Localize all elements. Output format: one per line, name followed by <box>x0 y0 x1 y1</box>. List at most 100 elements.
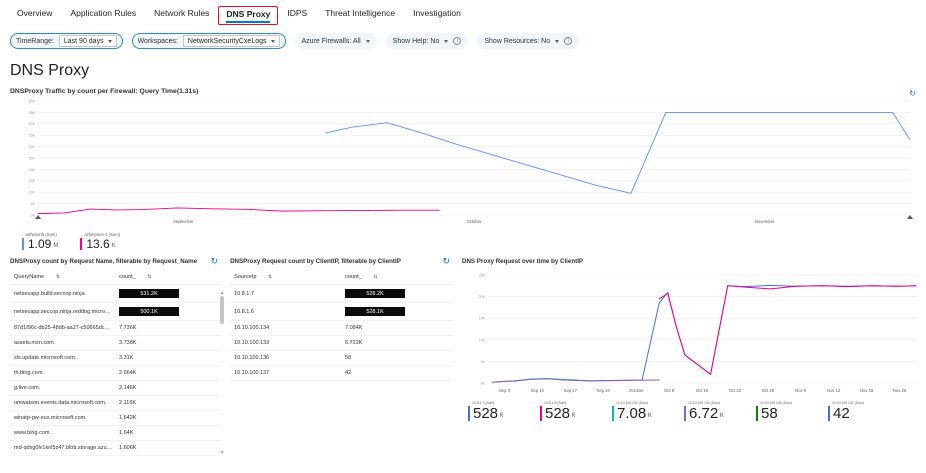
legend-unit: M <box>53 243 59 249</box>
svg-text:0K: 0K <box>31 213 36 217</box>
svg-text:Nov 26: Nov 26 <box>893 388 907 393</box>
table-row[interactable]: 10.10.100.136 58 <box>230 350 452 366</box>
filter-workspaces[interactable]: Workspaces: NetworkSecurityCxeLogs <box>131 33 286 49</box>
filter-timerange-value[interactable]: Last 90 days <box>58 35 117 47</box>
legend-unit: K <box>571 413 576 419</box>
chevron-down-icon <box>444 39 449 43</box>
legend-value: 13.6 <box>86 237 110 251</box>
nav-tab-application-rules[interactable]: Application Rules <box>61 6 145 24</box>
filter-workspaces-label: Workspaces: <box>137 37 178 45</box>
legend-item[interactable]: 10.8.1.6 (Sum) 528 K <box>540 401 606 421</box>
sort-icon[interactable]: ⇅ <box>268 274 273 280</box>
table-row[interactable]: www.bing.com. 1.64K <box>10 425 221 441</box>
table-row[interactable]: netsecapp.build.seccop.ninja. 531.2K <box>10 284 221 303</box>
cell-name: winatp-gw-eus.microsoft.com. <box>10 410 116 426</box>
table-row[interactable]: 10.10.100.137 42 <box>230 365 452 381</box>
legend-value-group: 7.08 K <box>612 406 678 421</box>
chevron-down-icon <box>555 39 560 43</box>
legend-series-name: 10.10.100.134 (Sum) <box>616 401 648 405</box>
table-row[interactable]: assets.msn.com. 3.738K <box>10 335 221 351</box>
table-row[interactable]: g.live.com. 2.146K <box>10 380 221 396</box>
table-row[interactable]: 10.8.1.7 528.2K <box>230 284 452 303</box>
legend-item[interactable]: 10.10.100.133 (Sum) 6.72 K <box>684 401 750 421</box>
client-ip-table: SourceIp ⇅ count_ ⇅ 10.8.1.7 528.2K 10.8.1… <box>230 271 452 381</box>
legend-item[interactable]: 10.10.100.137 (Sum) 42 <box>828 401 894 421</box>
svg-text:10K: 10K <box>479 338 486 342</box>
legend-series-name: azfw-prem-1 (Sum) <box>84 232 121 237</box>
table-row[interactable]: 10.10.100.133 6.722K <box>230 335 452 351</box>
cell-count: 2.664K <box>115 365 221 381</box>
scroll-up-arrow[interactable]: ▲ <box>219 290 225 296</box>
svg-text:October: October <box>629 388 645 393</box>
table-row[interactable]: winatp-gw-eus.microsoft.com. 1.642K <box>10 410 221 426</box>
filter-workspaces-value[interactable]: NetworkSecurityCxeLogs <box>182 35 280 47</box>
legend-item[interactable]: 10.8.1.7 (Sum) 528 K <box>468 401 534 421</box>
left-table-title: DNSProxy count by Request Name, filterab… <box>10 258 198 265</box>
table-row[interactable]: 10.10.100.134 7.084K <box>230 320 452 336</box>
table-row[interactable]: md-qdxg0lv1knl5z47.blob.storage.azure.ne… <box>10 440 221 456</box>
sort-icon[interactable]: ⇅ <box>373 274 378 280</box>
svg-text:25K: 25K <box>479 273 486 277</box>
scrollbar-thumb[interactable] <box>220 296 225 324</box>
filter-timerange-value-text: Last 90 days <box>63 37 104 45</box>
legend-value: 42 <box>833 405 850 422</box>
legend-item[interactable]: azfw-prem-1 (Sum) 13.6 K <box>80 232 120 250</box>
filter-show-help-label: Show Help: No <box>392 37 440 45</box>
legend-value-group: 6.72 K <box>684 406 750 421</box>
svg-text:15K: 15K <box>479 317 486 321</box>
active-tab-underline <box>226 21 271 23</box>
left-table-panel: DNSProxy count by Request Name, filterab… <box>0 256 226 456</box>
filter-timerange[interactable]: TimeRange: Last 90 days <box>10 33 123 49</box>
table-row[interactable]: umwatson.events.data.microsoft.com. 2.116… <box>10 395 221 411</box>
heatmap-value: 528.2K <box>345 289 406 298</box>
nav-tab-dns-proxy[interactable]: DNS Proxy <box>218 6 279 25</box>
legend-value: 6.72 <box>689 405 719 422</box>
table-row[interactable]: th.bing.com. 2.664K <box>10 365 221 381</box>
cell-name: netsecapp.seccop.ninja.reddog.microsoft.… <box>10 302 116 321</box>
filter-azure-firewalls[interactable]: Azure Firewalls: All <box>294 33 377 49</box>
legend-item[interactable]: 10.10.100.134 (Sum) 7.08 K <box>612 401 678 421</box>
refresh-icon[interactable]: ↻ <box>210 256 219 266</box>
table-row[interactable]: 87d1f96c-db25-48db-aa27-c50665dc0c31.ods… <box>10 320 221 336</box>
cell-count: 528.2K <box>341 284 452 303</box>
table-row[interactable]: netsecapp.seccop.ninja.reddog.microsoft.… <box>10 302 221 321</box>
cell-count: 7.084K <box>341 320 452 336</box>
svg-text:Oct 29: Oct 29 <box>762 388 775 393</box>
legend-series-name: 10.8.1.7 (Sum) <box>472 401 495 405</box>
info-icon[interactable]: i <box>453 37 462 45</box>
legend-item[interactable]: azfwnorth (Sum) 1.09 M <box>22 232 58 250</box>
filter-show-help[interactable]: Show Help: No i <box>385 33 469 49</box>
nav-tab-threat-intelligence[interactable]: Threat Intelligence <box>316 6 404 24</box>
legend-item[interactable]: 10.10.100.136 (Sum) 58 <box>756 401 822 421</box>
column-header-count[interactable]: count_ ⇅ <box>341 271 452 285</box>
right-chart-plot: 0K 5K 10K 15K 20K 25K Sep 3 Sep 10 Sep 17 Sep 24… <box>479 273 917 393</box>
cell-count: 1.642K <box>115 410 221 426</box>
nav-tab-idps[interactable]: IDPS <box>278 6 316 24</box>
cell-name: 10.10.100.137 <box>230 365 342 381</box>
svg-text:Nov 12: Nov 12 <box>827 388 841 393</box>
column-header-sourceip[interactable]: SourceIp ⇅ <box>230 271 342 285</box>
legend-unit: K <box>499 413 504 419</box>
scroll-down-arrow[interactable]: ▼ <box>219 450 225 456</box>
refresh-icon[interactable]: ↻ <box>442 256 450 266</box>
column-header-count[interactable]: count_ ⇅ <box>115 271 221 285</box>
nav-tab-investigation[interactable]: Investigation <box>404 6 470 24</box>
nav-tab-network-rules[interactable]: Network Rules <box>145 6 218 24</box>
sort-icon[interactable]: ⇅ <box>55 274 60 280</box>
table-row[interactable]: sls.update.microsoft.com. 3.31K <box>10 350 221 366</box>
main-chart-legend: azfwnorth (Sum) 1.09 M azfw-prem-1 (Sum)… <box>0 229 926 250</box>
column-header-queryname[interactable]: QueryName ⇅ <box>10 271 116 285</box>
filter-show-resources[interactable]: Show Resources: No i <box>477 33 580 49</box>
top-navigation: Overview Application Rules Network Rules… <box>0 0 926 26</box>
nav-tab-overview[interactable]: Overview <box>8 6 61 24</box>
legend-series-name: 10.10.100.136 (Sum) <box>760 401 792 405</box>
filter-azure-firewalls-label: Azure Firewalls: All <box>301 37 361 45</box>
svg-text:30K: 30K <box>29 145 36 149</box>
legend-value: 1.09 <box>28 237 52 251</box>
refresh-icon[interactable]: ↻ <box>909 89 916 98</box>
info-icon[interactable]: i <box>564 37 573 45</box>
svg-text:Oct 8: Oct 8 <box>664 388 675 393</box>
scrollbar-track[interactable] <box>220 288 225 454</box>
sort-icon[interactable]: ⇅ <box>147 274 152 280</box>
table-row[interactable]: 10.8.1.6 528.1K <box>230 302 452 321</box>
